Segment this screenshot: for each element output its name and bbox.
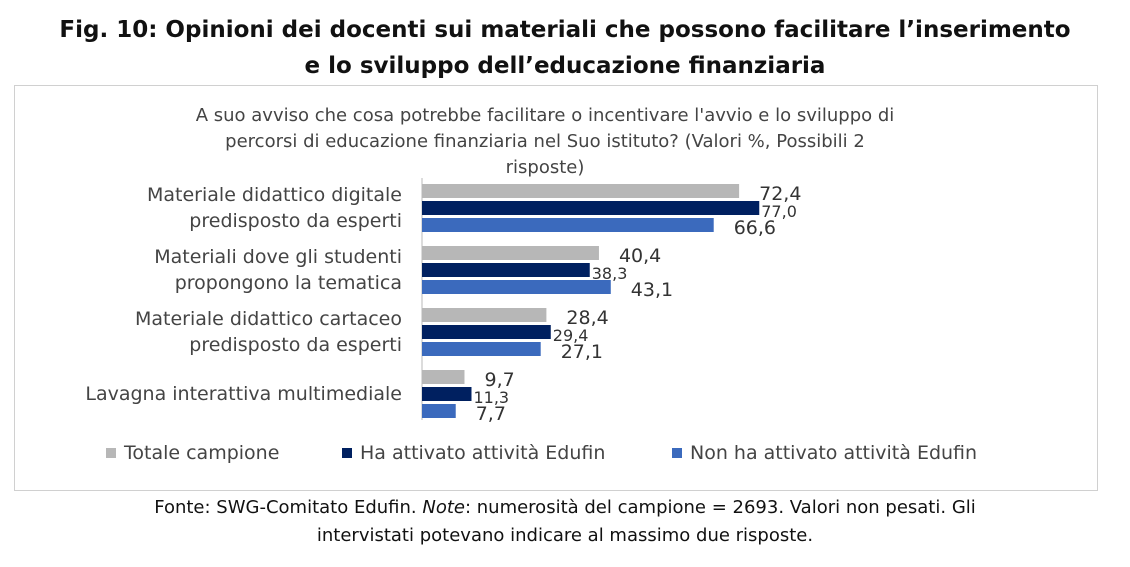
bar xyxy=(422,201,760,215)
data-label: 9,7 xyxy=(484,369,514,391)
category-label: Materiale didattico digitale xyxy=(147,184,402,206)
legend-swatch xyxy=(106,448,116,458)
data-label: 43,1 xyxy=(631,279,673,301)
bar xyxy=(422,246,599,260)
legend-item: Totale campione xyxy=(106,442,279,464)
bar xyxy=(422,184,740,198)
bar xyxy=(422,404,456,418)
legend-item: Ha attivato attività Edufin xyxy=(342,442,605,464)
data-label: 11,3 xyxy=(473,388,509,407)
category-label: Materiale didattico cartaceo xyxy=(135,308,402,330)
category-label: Lavagna interattiva multimediale xyxy=(85,383,402,405)
legend-swatch xyxy=(342,448,352,458)
legend-item: Non ha attivato attività Edufin xyxy=(672,442,977,464)
footer: Fonte: SWG-Comitato Edufin. Note: numero… xyxy=(154,497,976,546)
data-label: 29,4 xyxy=(553,326,589,345)
data-label: 28,4 xyxy=(566,307,608,329)
bar xyxy=(422,342,541,356)
data-label: 77,0 xyxy=(761,202,797,221)
bar xyxy=(422,370,465,384)
category-label: Materiali dove gli studenti xyxy=(154,246,402,268)
bar xyxy=(422,387,472,401)
bar xyxy=(422,325,551,339)
bar xyxy=(422,218,714,232)
category-label: predisposto da esperti xyxy=(189,210,402,232)
data-label: 40,4 xyxy=(619,245,661,267)
category-label: predisposto da esperti xyxy=(189,334,402,356)
bar xyxy=(422,280,611,294)
bar xyxy=(422,263,590,277)
figure-title: Fig. 10: Opinioni dei docenti sui materi… xyxy=(59,17,1071,79)
data-label: 66,6 xyxy=(734,217,776,239)
category-label: propongono la tematica xyxy=(175,272,402,294)
legend-swatch xyxy=(672,448,682,458)
chart-title: A suo avviso che cosa potrebbe facilitar… xyxy=(195,105,895,178)
data-label: 7,7 xyxy=(476,403,506,425)
bar xyxy=(422,308,547,322)
data-label: 38,3 xyxy=(592,264,628,283)
chart-frame xyxy=(14,85,1098,491)
data-label: 72,4 xyxy=(759,183,801,205)
data-label: 27,1 xyxy=(561,341,603,363)
